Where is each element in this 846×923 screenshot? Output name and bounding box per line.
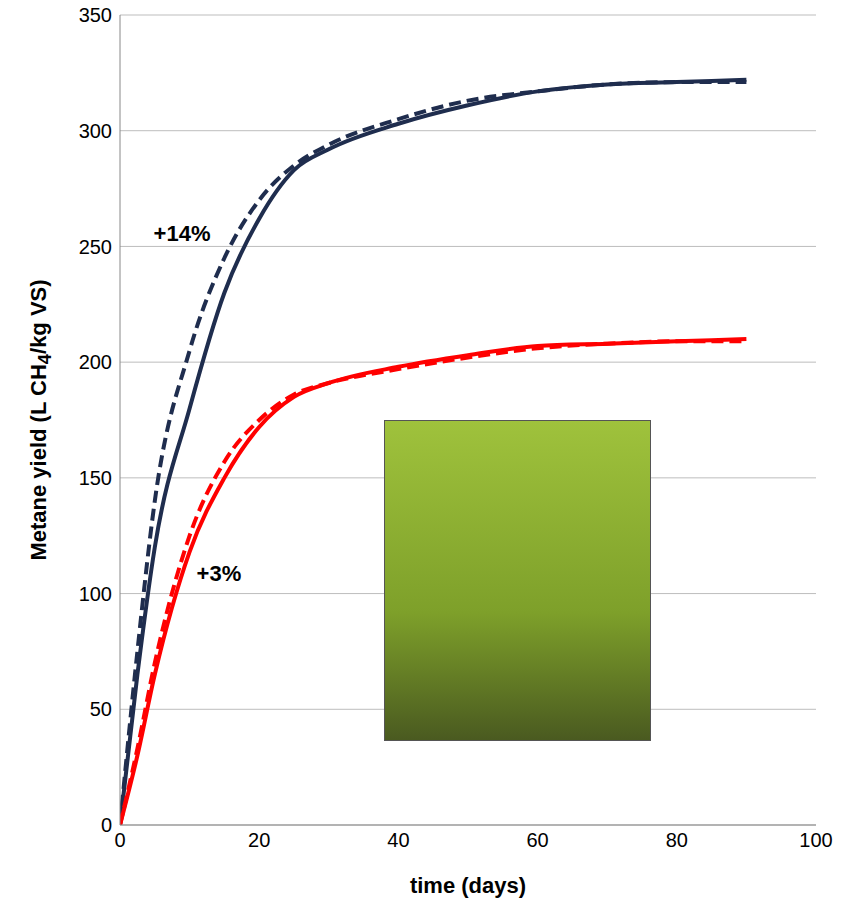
svg-text:100: 100: [79, 583, 112, 605]
svg-text:20: 20: [248, 829, 270, 851]
svg-text:80: 80: [666, 829, 688, 851]
svg-text:+3%: +3%: [197, 561, 242, 586]
svg-text:60: 60: [526, 829, 548, 851]
svg-text:50: 50: [90, 698, 112, 720]
svg-text:+14%: +14%: [154, 221, 211, 246]
svg-text:0: 0: [101, 814, 112, 836]
svg-text:40: 40: [387, 829, 409, 851]
svg-text:100: 100: [799, 829, 832, 851]
html-text:4: 4: [34, 354, 56, 365]
svg-text:time (days): time (days): [410, 873, 526, 898]
svg-text:350: 350: [79, 4, 112, 26]
html-text:H: H: [25, 364, 51, 381]
svg-text:150: 150: [79, 467, 112, 489]
svg-text:200: 200: [79, 351, 112, 373]
svg-text:300: 300: [79, 120, 112, 142]
svg-text:0: 0: [114, 829, 125, 851]
html-text:/kg VS): /kg VS): [25, 279, 51, 354]
html-text:Metane yield (L C: Metane yield (L C: [25, 380, 51, 561]
svg-text:250: 250: [79, 236, 112, 258]
